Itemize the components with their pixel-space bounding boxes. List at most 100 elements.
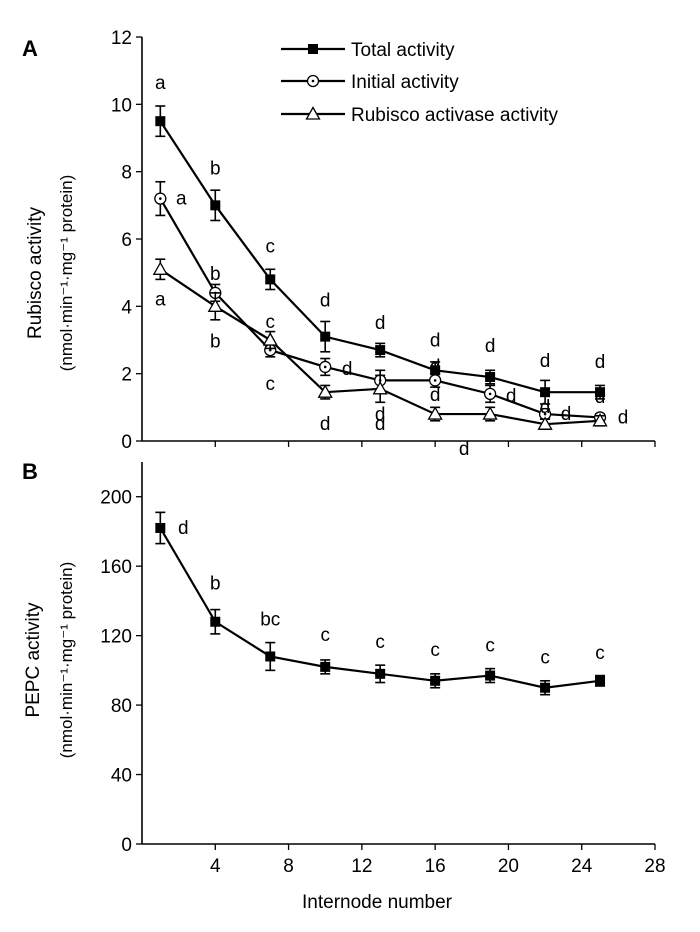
panel-a-significance-letter: a	[155, 73, 166, 94]
panel-b-significance-letter: bc	[260, 609, 280, 630]
panel-a-point	[483, 387, 497, 401]
panel-a-significance-letter: d	[430, 330, 441, 351]
panel-a-significance-letter: d	[320, 291, 331, 312]
panel-a-y-tick-label: 6	[121, 230, 132, 251]
panel-a-point	[152, 261, 168, 275]
panel-a-significance-letter: d	[375, 404, 386, 425]
panel-b-x-tick-label: 16	[425, 856, 446, 877]
panel-b-y-tick-label: 40	[111, 766, 132, 787]
panel-a-significance-letter: d	[459, 439, 470, 460]
panel-b-ylabel-unit: (nmol·min⁻¹·mg⁻¹ protein)	[57, 562, 76, 758]
panel-a-ylabel-unit: (nmol·min⁻¹·mg⁻¹ protein)	[57, 175, 76, 371]
panel-a-y-tick-label: 10	[111, 95, 132, 116]
panel-b-x-tick-label: 24	[571, 856, 593, 877]
panel-b-y-tick-label: 160	[100, 557, 132, 578]
panel-a-point	[485, 372, 496, 383]
panel-b-significance-letter: c	[320, 625, 330, 646]
panel-a-point	[537, 416, 553, 430]
panel-b-x-tick-label: 20	[498, 856, 519, 877]
panel-a-ylabel: Rubisco activity	[25, 207, 46, 339]
panel-b-point	[540, 682, 551, 693]
panel-a-significance-letter: b	[210, 331, 221, 352]
panel-a-significance-letter: a	[176, 189, 187, 210]
panel-a-significance-letter: c	[266, 312, 276, 333]
panel-b-significance-letter: c	[540, 648, 550, 669]
legend-marker	[305, 106, 321, 120]
panel-a-point	[264, 343, 277, 357]
panel-b-y-tick-label: 80	[111, 696, 132, 717]
panel-a-point	[595, 387, 606, 398]
panel-b-significance-letter: d	[178, 518, 189, 539]
panel-a-point	[317, 384, 333, 398]
panel-a-point	[210, 200, 221, 211]
panel-b-ylabel: PEPC activity	[23, 602, 44, 718]
panel-a-significance-letter: c	[266, 374, 276, 395]
panel-b-x-tick-label: 8	[283, 856, 294, 877]
panel-a-point-dot	[543, 412, 547, 416]
panel-b-significance-letter: c	[430, 640, 440, 661]
panel-b-series-0: d b bc c c c c c c	[155, 511, 606, 696]
legend-marker-dot	[311, 79, 315, 83]
panel-b-x-tick-label: 4	[210, 856, 221, 877]
panel-b-point	[375, 668, 386, 679]
legend-marker	[308, 44, 318, 54]
panel-a-point	[540, 387, 551, 398]
panel-a-significance-letter: d	[430, 356, 441, 377]
panel-b-point	[320, 661, 331, 672]
panel-a-point	[320, 331, 331, 342]
panel-b-x-tick-label: 12	[351, 856, 372, 877]
panel-a-significance-letter: d	[485, 336, 496, 357]
panel-b-point	[595, 675, 606, 686]
panel-b-y-tick-label: 0	[121, 835, 132, 856]
panel-a-y-tick-label: 4	[121, 297, 132, 318]
legend-label: Total activity	[351, 40, 455, 61]
panel-b-label: B	[22, 459, 38, 484]
panel-a-point	[372, 380, 388, 395]
legend-label: Initial activity	[351, 72, 459, 93]
panel-a-y-tick-label: 8	[121, 163, 132, 184]
panel-a-point-dot	[323, 365, 327, 369]
panel-b-y-tick-label: 120	[100, 627, 132, 648]
panel-a-y-tick-label: 0	[121, 432, 132, 453]
legend-item-2: Rubisco activase activity	[281, 105, 558, 126]
legend-label: Rubisco activase activity	[351, 105, 558, 126]
panel-a-point	[375, 345, 386, 356]
panel-b-point	[485, 670, 496, 681]
panel-b-point	[155, 522, 166, 533]
panel-a-point	[482, 406, 498, 420]
x-axis-label: Internode number	[302, 892, 453, 913]
panel-a-significance-letter: d	[375, 414, 386, 435]
panel-a-point	[319, 360, 332, 374]
panel-a-significance-letter: d	[595, 352, 606, 373]
panel-a-significance-letter: d	[430, 385, 441, 406]
panel-a-significance-letter: d	[320, 414, 331, 435]
panel-a-significance-letter: d	[618, 407, 629, 428]
panel-a-point	[207, 298, 223, 312]
panel-b-y-tick-label: 200	[100, 488, 132, 509]
panel-b-significance-letter: c	[595, 643, 605, 664]
panel-b-point	[430, 675, 441, 686]
panel-b-series-0-line	[159, 527, 601, 689]
panel-a-point	[155, 116, 166, 127]
panel-a-significance-letter: b	[210, 158, 221, 179]
panel-a-point	[428, 374, 442, 387]
panel-a-point	[592, 412, 608, 427]
panel-a-significance-letter: d	[342, 359, 353, 380]
panel-a-point	[427, 406, 443, 420]
panel-a-point	[262, 332, 278, 346]
panel-a-point-dot	[268, 348, 272, 352]
panel-a-label: A	[22, 36, 38, 61]
panel-a-y-tick-label: 2	[121, 365, 132, 386]
panel-b-point	[210, 616, 221, 627]
panel-a-significance-letter: d	[540, 351, 551, 372]
panel-a-point-dot	[488, 392, 492, 396]
panel-a-significance-letter: a	[155, 289, 166, 310]
panel-a-significance-letter: c	[266, 236, 276, 257]
panel-a-significance-letter: d	[375, 313, 386, 334]
panel-b-point	[265, 651, 276, 662]
panel-b-significance-letter: b	[210, 574, 221, 595]
panel-a-significance-letter: b	[210, 264, 221, 285]
